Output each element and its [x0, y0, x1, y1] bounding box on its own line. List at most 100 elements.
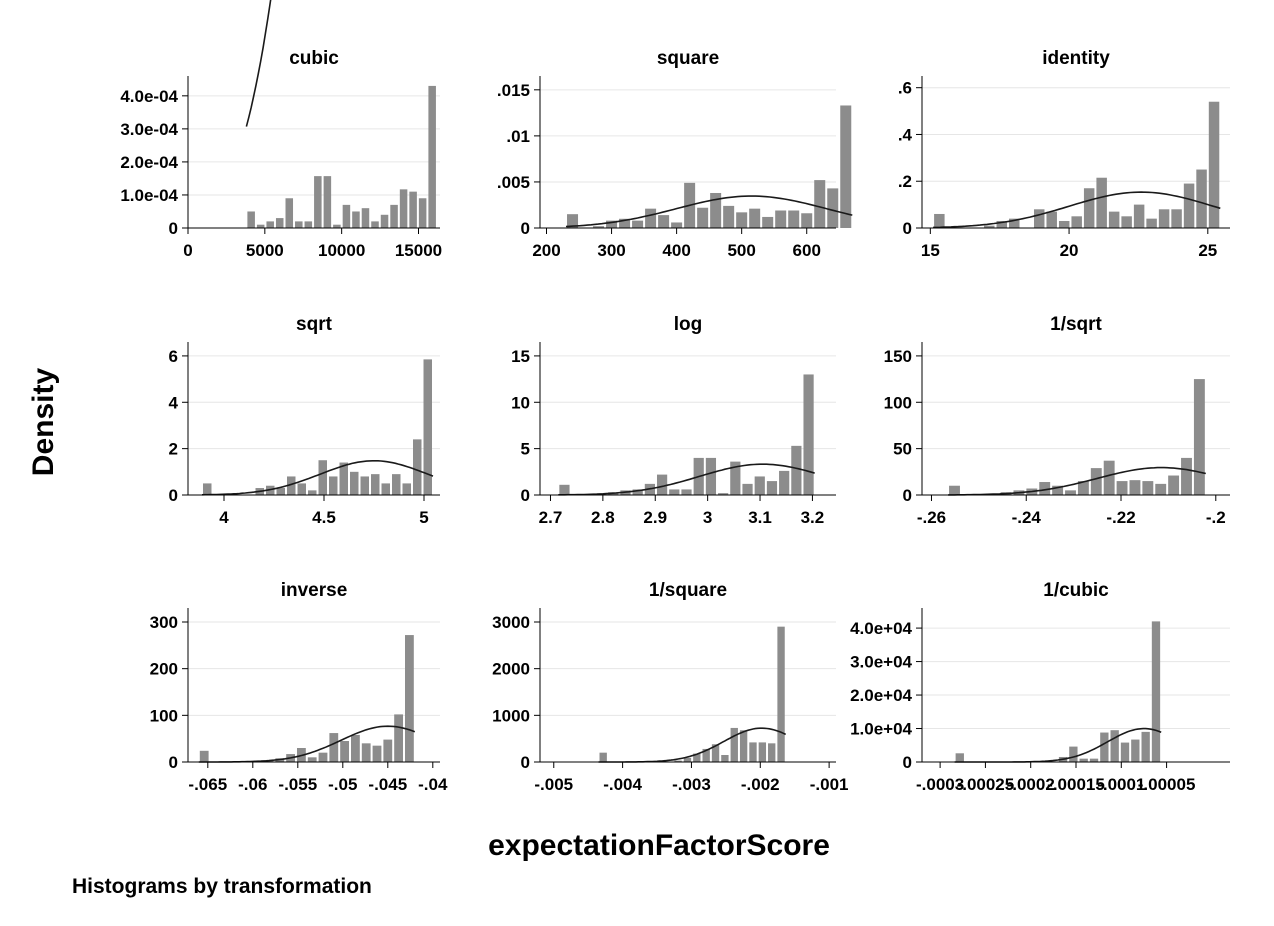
histogram-bar: [340, 741, 349, 762]
histogram-bar: [949, 485, 960, 495]
histogram-bar: [266, 221, 274, 228]
panel-title: 1/sqrt: [1050, 314, 1102, 335]
histogram-bar: [742, 483, 753, 495]
panel-title: cubic: [289, 48, 339, 69]
x-tick-label: -.04: [418, 775, 448, 794]
histogram-bar: [730, 727, 738, 762]
histogram-bar: [1133, 204, 1145, 228]
histogram-bar: [1146, 218, 1157, 228]
histogram-bar: [840, 105, 852, 228]
x-tick-label: 15: [921, 241, 940, 260]
histogram-bar: [314, 176, 322, 228]
histogram-bar: [739, 730, 748, 762]
y-tick-label: 100: [884, 393, 912, 412]
histogram-bar: [308, 490, 317, 495]
histogram-bar: [350, 471, 359, 495]
y-tick-label: 10: [511, 393, 530, 412]
y-tick-label: 2: [169, 440, 178, 459]
histogram-bar: [681, 489, 692, 495]
histogram-bar: [247, 211, 255, 228]
y-tick-label: .005: [497, 173, 530, 192]
histogram-bar: [697, 207, 709, 228]
x-tick-label: -.05: [328, 775, 357, 794]
x-axis-label: expectationFactorScore: [488, 829, 830, 862]
histogram-panel-6: 1/sqrt 0 50 100 150 -.26 -.24 -.22 -.2: [884, 314, 1230, 527]
histogram-bar: [1079, 758, 1088, 762]
x-tick-label: -.22: [1106, 508, 1135, 527]
y-tick-label: 3000: [492, 613, 530, 632]
histogram-bar: [754, 476, 765, 495]
histogram-bar: [674, 760, 682, 762]
histogram-bar: [318, 460, 327, 495]
panel-title: 1/cubic: [1043, 580, 1109, 601]
x-tick-label: -.005: [534, 775, 573, 794]
histogram-panel-9: 1/cubic 0 1.0e+04 2.0e+04 3.0e+04 4.0e+04 -.00…: [850, 580, 1230, 794]
x-tick-label: 20: [1060, 241, 1079, 260]
y-tick-label: 4.0e+04: [850, 619, 912, 638]
panel-title: 1/square: [649, 580, 727, 601]
y-tick-label: 3.0e-04: [120, 120, 178, 139]
histogram-bar: [351, 734, 360, 762]
histogram-bar: [352, 211, 360, 228]
x-tick-label: -.045: [368, 775, 407, 794]
histogram-bar: [559, 484, 570, 495]
histogram-bar: [1110, 730, 1119, 762]
normal-density-curve: [198, 725, 416, 763]
x-tick-label: -.00025: [957, 775, 1015, 794]
histogram-bar: [295, 221, 303, 228]
histogram-bar: [814, 180, 826, 228]
histogram-bar: [762, 216, 774, 228]
x-tick-label: -.0002: [1007, 775, 1055, 794]
histogram-panel-8: 1/square 0 1000 2000 3000 -.005 -.004 -.003 -.00…: [492, 580, 848, 794]
histogram-bar: [413, 439, 422, 495]
y-tick-label: 2.0e+04: [850, 686, 912, 705]
x-tick-label: -.0003: [916, 775, 964, 794]
histogram-bar: [1208, 101, 1220, 228]
figure-note: Histograms by transformation: [72, 875, 372, 898]
histogram-bar: [1121, 216, 1132, 228]
x-tick-label: 300: [597, 241, 625, 260]
y-tick-label: 3.0e+04: [850, 653, 912, 672]
y-tick-label: 1000: [492, 706, 530, 725]
x-tick-label: -.002: [741, 775, 780, 794]
histogram-bar: [606, 220, 618, 228]
histogram-bar: [1071, 216, 1082, 228]
histogram-bar: [730, 461, 741, 495]
normal-density-curve: [565, 195, 853, 228]
normal-density-curve: [598, 727, 787, 763]
y-tick-label: .2: [898, 172, 912, 191]
y-tick-label: .4: [898, 125, 913, 144]
histogram-bar: [671, 222, 683, 228]
histogram-bar: [405, 635, 414, 762]
x-tick-label: 2.7: [539, 508, 563, 527]
histogram-bar: [199, 750, 209, 762]
x-tick-label: 400: [662, 241, 690, 260]
histogram-bar: [399, 189, 408, 228]
histogram-bar: [710, 192, 722, 228]
normal-density-curve: [201, 459, 434, 496]
panel-title: log: [674, 314, 703, 335]
histogram-bar: [934, 213, 945, 228]
y-tick-label: 0: [169, 753, 178, 772]
histogram-bar: [361, 743, 371, 762]
histogram-bar: [371, 221, 379, 228]
histogram-bar: [801, 213, 813, 228]
histogram-bar: [372, 745, 382, 762]
histogram-bar: [256, 224, 265, 228]
histogram-bar: [632, 489, 643, 495]
histogram-bar: [394, 714, 403, 762]
histogram-bar: [775, 210, 787, 228]
histogram-bar: [827, 188, 839, 228]
histogram-bar: [381, 483, 390, 495]
histogram-bar: [683, 757, 692, 762]
histogram-bar: [418, 198, 427, 228]
y-tick-label: 4.0e-04: [120, 87, 178, 106]
histogram-bar: [632, 220, 644, 228]
histogram-bar: [1196, 169, 1207, 228]
x-tick-label: 3: [703, 508, 712, 527]
histogram-bar: [333, 224, 341, 228]
x-tick-label: 4.5: [312, 508, 336, 527]
histogram-bar: [392, 474, 401, 495]
histogram-bar: [593, 226, 605, 228]
histogram-bar: [788, 210, 800, 228]
